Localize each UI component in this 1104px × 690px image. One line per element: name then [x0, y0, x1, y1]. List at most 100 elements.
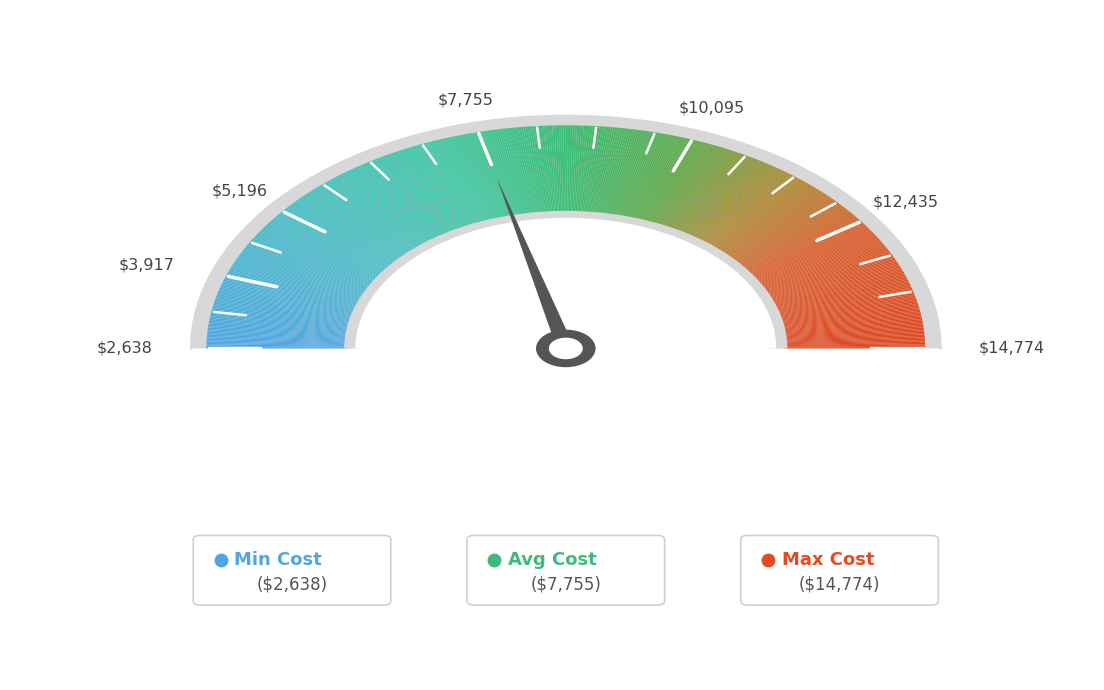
Wedge shape	[650, 143, 707, 224]
Wedge shape	[379, 157, 454, 233]
Polygon shape	[497, 179, 581, 364]
Wedge shape	[778, 299, 917, 319]
Wedge shape	[634, 136, 679, 220]
Wedge shape	[678, 157, 753, 233]
Wedge shape	[286, 207, 396, 264]
Wedge shape	[649, 142, 704, 224]
Wedge shape	[331, 178, 425, 246]
Wedge shape	[775, 284, 910, 310]
Wedge shape	[399, 150, 466, 228]
Wedge shape	[726, 198, 832, 257]
Wedge shape	[534, 126, 548, 213]
Wedge shape	[506, 128, 530, 215]
Wedge shape	[692, 166, 775, 238]
Wedge shape	[370, 161, 448, 235]
Wedge shape	[766, 261, 898, 296]
Text: Avg Cost: Avg Cost	[508, 551, 597, 569]
Wedge shape	[230, 268, 362, 300]
Wedge shape	[687, 162, 766, 236]
Wedge shape	[510, 128, 533, 215]
Wedge shape	[302, 196, 406, 256]
Wedge shape	[670, 152, 739, 230]
Wedge shape	[775, 285, 911, 310]
Wedge shape	[662, 148, 726, 227]
Wedge shape	[782, 316, 922, 330]
Wedge shape	[242, 251, 370, 290]
Wedge shape	[233, 264, 364, 298]
Wedge shape	[214, 302, 352, 322]
Wedge shape	[684, 161, 764, 235]
Wedge shape	[425, 143, 481, 224]
Wedge shape	[593, 127, 613, 214]
Wedge shape	[208, 335, 348, 341]
Wedge shape	[605, 129, 633, 215]
Wedge shape	[224, 278, 359, 306]
Wedge shape	[715, 186, 814, 250]
Wedge shape	[348, 170, 434, 241]
Wedge shape	[755, 239, 880, 282]
Wedge shape	[584, 126, 597, 213]
Wedge shape	[325, 182, 421, 248]
Wedge shape	[339, 175, 428, 244]
Text: $3,917: $3,917	[119, 257, 176, 273]
Wedge shape	[585, 126, 599, 214]
Wedge shape	[273, 219, 389, 270]
Wedge shape	[421, 144, 479, 224]
Wedge shape	[664, 149, 729, 228]
Wedge shape	[330, 179, 424, 246]
Wedge shape	[521, 127, 540, 214]
Wedge shape	[461, 135, 503, 219]
Wedge shape	[778, 297, 916, 318]
Wedge shape	[217, 292, 354, 315]
Wedge shape	[725, 197, 831, 257]
Wedge shape	[637, 137, 686, 221]
Wedge shape	[760, 246, 887, 287]
Wedge shape	[401, 150, 467, 228]
Wedge shape	[754, 236, 878, 281]
Wedge shape	[268, 222, 386, 273]
Wedge shape	[323, 183, 420, 248]
Wedge shape	[285, 208, 396, 264]
Wedge shape	[716, 187, 815, 251]
Wedge shape	[752, 233, 874, 279]
Circle shape	[537, 331, 595, 366]
Wedge shape	[226, 274, 360, 304]
Wedge shape	[423, 143, 480, 224]
Wedge shape	[721, 192, 824, 254]
Wedge shape	[739, 212, 851, 266]
Wedge shape	[213, 304, 352, 322]
Wedge shape	[208, 326, 349, 336]
Wedge shape	[743, 219, 859, 270]
Wedge shape	[783, 326, 924, 336]
Wedge shape	[636, 137, 683, 220]
Wedge shape	[466, 134, 507, 218]
Wedge shape	[206, 337, 348, 342]
Wedge shape	[631, 136, 677, 219]
Wedge shape	[703, 175, 793, 244]
Wedge shape	[615, 131, 648, 217]
Wedge shape	[209, 324, 349, 334]
Wedge shape	[327, 181, 422, 248]
Wedge shape	[620, 132, 657, 217]
Wedge shape	[766, 260, 896, 295]
Wedge shape	[246, 245, 373, 286]
Wedge shape	[710, 181, 805, 248]
Wedge shape	[411, 146, 473, 226]
Wedge shape	[351, 169, 436, 240]
Wedge shape	[318, 186, 416, 250]
Wedge shape	[677, 157, 751, 233]
Wedge shape	[598, 128, 622, 215]
Wedge shape	[781, 310, 921, 326]
Wedge shape	[457, 135, 501, 219]
Wedge shape	[603, 128, 628, 215]
Wedge shape	[591, 127, 608, 214]
Wedge shape	[747, 226, 867, 275]
Wedge shape	[772, 275, 906, 305]
Wedge shape	[693, 167, 777, 239]
Text: $2,638: $2,638	[97, 341, 152, 356]
Wedge shape	[767, 262, 899, 297]
Wedge shape	[764, 255, 893, 293]
Wedge shape	[709, 180, 804, 247]
Wedge shape	[493, 130, 523, 216]
Wedge shape	[528, 126, 544, 214]
